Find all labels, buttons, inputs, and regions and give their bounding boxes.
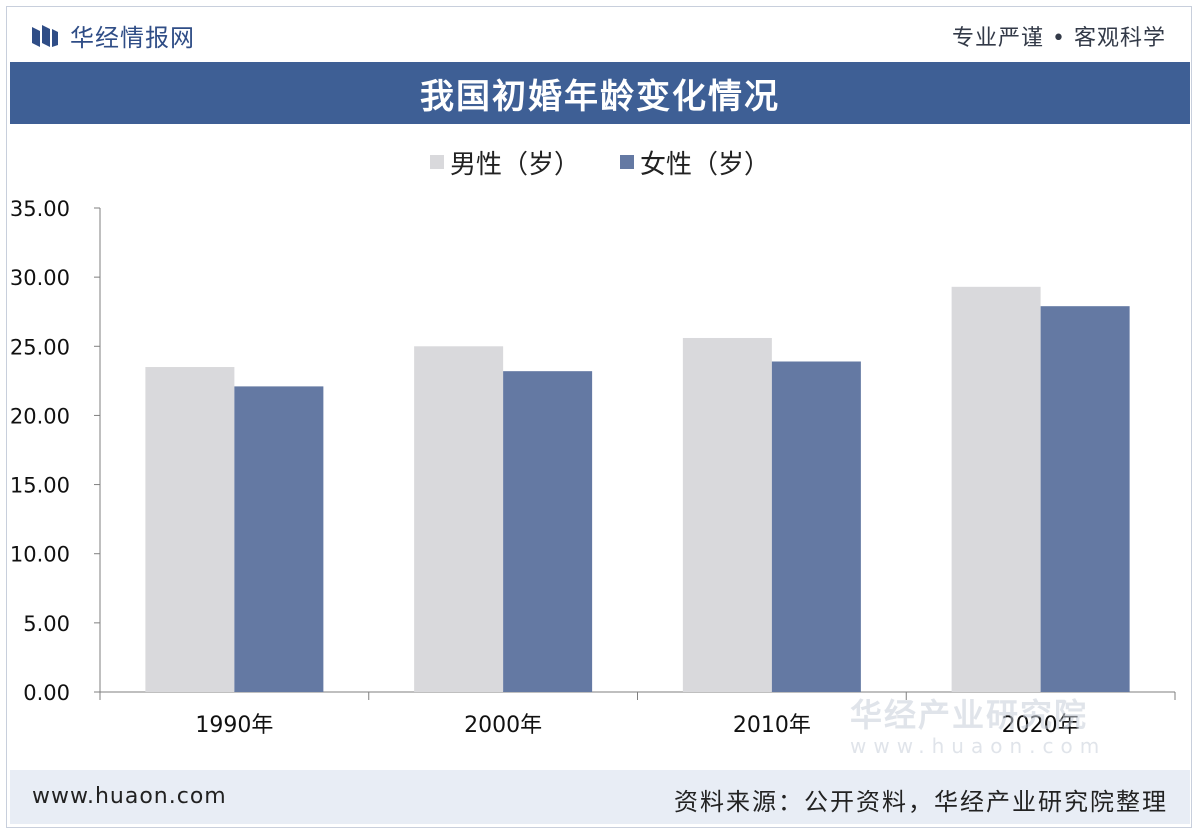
y-tick-label: 25.00 [10,335,70,359]
watermark-text: 华经产业研究院 [850,696,1089,734]
y-tick-label: 20.00 [10,404,70,428]
bar-male-0 [145,367,235,692]
y-tick-label: 5.00 [23,612,70,636]
brand: 华经情报网 [30,18,195,53]
footer-source: 资料来源：公开资料，华经产业研究院整理 [674,788,1168,816]
legend-item-female: 女性（岁） [620,144,770,181]
bar-female-0 [234,386,324,692]
x-tick-label: 1990年 [195,713,273,738]
watermark-url: www.huaon.com [850,734,1107,758]
x-tick-label: 2020年 [1002,713,1080,738]
bar-female-2 [771,361,861,692]
huajing-logo-icon [32,24,58,47]
bar-male-1 [414,346,504,692]
header: 华经情报网 专业严谨 • 客观科学 [0,0,1200,62]
bar-male-2 [682,337,772,692]
legend: 男性（岁） 女性（岁） [0,142,1200,182]
y-tick-label: 0.00 [23,681,70,705]
legend-swatch-female [620,155,634,169]
title-bar: 我国初婚年龄变化情况 [10,62,1190,124]
legend-label-female: 女性（岁） [640,149,771,180]
y-tick-label: 30.00 [10,266,70,290]
legend-item-male: 男性（岁） [429,144,580,181]
watermark: 华经产业研究院 www.huaon.com [850,690,1150,762]
x-tick-label: 2010年 [733,713,811,738]
chart-title: 我国初婚年龄变化情况 [420,76,780,117]
y-tick-label: 35.00 [10,197,70,221]
footer: www.huaon.com 资料来源：公开资料，华经产业研究院整理 [10,770,1190,824]
footer-url: www.huaon.com [32,784,227,809]
y-tick-label: 15.00 [10,474,70,498]
brand-name: 华经情报网 [70,24,195,52]
bar-female-1 [503,371,593,692]
y-tick-label: 10.00 [10,543,70,567]
x-tick-label: 2000年 [464,713,542,738]
legend-label-male: 男性（岁） [449,149,580,180]
bar-female-3 [1040,306,1130,692]
bar-male-3 [951,286,1041,692]
slogan: 专业严谨 • 客观科学 [952,26,1166,51]
legend-swatch-male [429,155,444,169]
